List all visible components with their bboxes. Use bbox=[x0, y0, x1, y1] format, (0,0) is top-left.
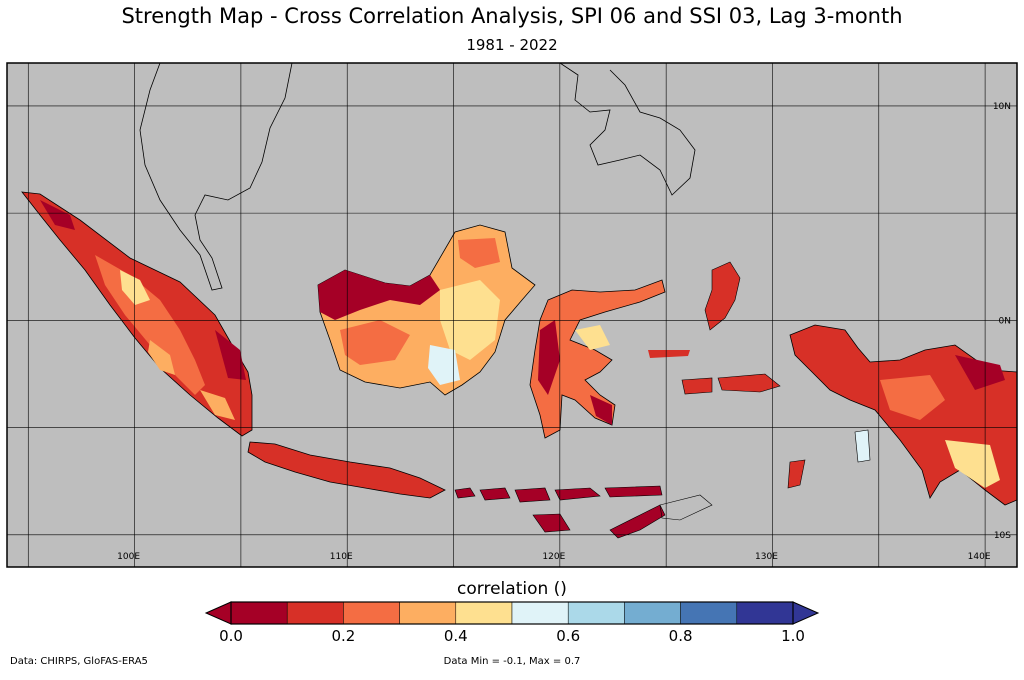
colorbar-max-arrow bbox=[792, 601, 820, 625]
philippines-outline bbox=[559, 63, 696, 196]
sumatra-landmass bbox=[21, 191, 253, 437]
map-subtitle: 1981 - 2022 bbox=[466, 36, 558, 54]
colorbar: 0.0 0.2 0.4 0.6 0.8 1.0 bbox=[204, 601, 820, 645]
colorbar-segment bbox=[399, 601, 457, 625]
colorbar-tick-label: 0.6 bbox=[556, 627, 580, 645]
colorbar-tick-label: 1.0 bbox=[781, 627, 805, 645]
java-landmass bbox=[247, 441, 446, 499]
sulawesi-landmass bbox=[529, 279, 666, 439]
colorbar-min-arrow bbox=[204, 601, 232, 625]
maluku-islands bbox=[648, 261, 871, 489]
map-gridlines bbox=[7, 63, 1017, 567]
colorbar-segment bbox=[511, 601, 569, 625]
colorbar-segment bbox=[455, 601, 513, 625]
map-title: Strength Map - Cross Correlation Analysi… bbox=[121, 4, 903, 28]
data-range-note: Data Min = -0.1, Max = 0.7 bbox=[443, 656, 581, 667]
colorbar-segment bbox=[567, 601, 625, 625]
map-frame bbox=[6, 62, 1018, 568]
borneo-landmass bbox=[317, 224, 536, 396]
colorbar-tick-label: 0.8 bbox=[669, 627, 693, 645]
longitude-tick-label: 120E bbox=[542, 552, 565, 562]
colorbar-segment bbox=[736, 601, 794, 625]
longitude-tick-label: 140E bbox=[968, 552, 991, 562]
longitude-tick-label: 130E bbox=[755, 552, 778, 562]
colorbar-tick-label: 0.4 bbox=[444, 627, 468, 645]
longitude-tick-label: 100E bbox=[117, 552, 140, 562]
colorbar-label: correlation () bbox=[457, 579, 567, 599]
latitude-tick-label: 10N bbox=[993, 102, 1011, 112]
colorbar-segment bbox=[230, 601, 288, 625]
longitude-tick-label: 110E bbox=[330, 552, 353, 562]
colorbar-segment bbox=[680, 601, 738, 625]
colorbar-tick-label: 0.0 bbox=[219, 627, 243, 645]
latitude-tick-label: 0N bbox=[999, 316, 1011, 326]
mainland-southeast-asia-outline bbox=[139, 63, 293, 291]
papua-landmass bbox=[789, 324, 1017, 506]
latitude-tick-label: 10S bbox=[994, 531, 1011, 541]
colorbar-segment bbox=[343, 601, 400, 625]
colorbar-tick-label: 0.2 bbox=[331, 627, 355, 645]
map-tick-labels: 100E 110E 120E 130E 140E 10N 0N 10S bbox=[117, 102, 1011, 562]
data-source-note: Data: CHIRPS, GloFAS-ERA5 bbox=[10, 656, 148, 667]
lesser-sunda-islands bbox=[454, 485, 713, 539]
colorbar-segment bbox=[286, 601, 344, 625]
colorbar-segment bbox=[624, 601, 681, 625]
colorbar-outline bbox=[230, 601, 794, 625]
